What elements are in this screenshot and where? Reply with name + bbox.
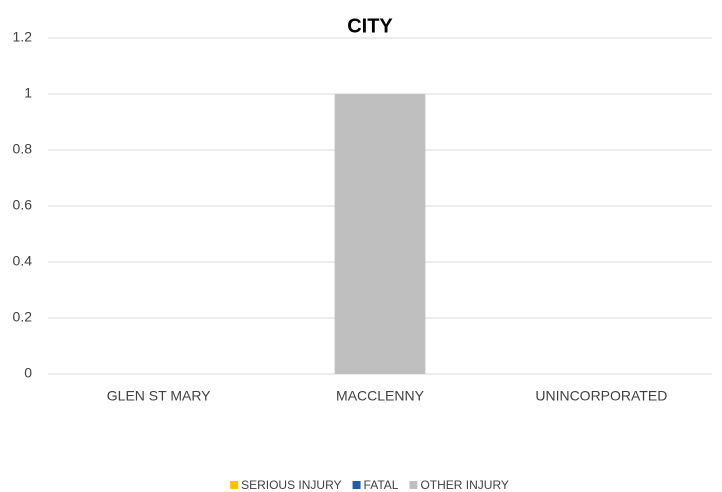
bar — [334, 94, 426, 374]
legend-label: SERIOUS INJURY — [241, 478, 341, 492]
legend-label: OTHER INJURY — [420, 478, 508, 492]
legend-swatch — [230, 481, 239, 489]
legend-swatch — [409, 481, 418, 489]
y-tick-label: 0.6 — [13, 197, 33, 213]
legend-swatch — [352, 481, 361, 489]
legend-label: FATAL — [364, 478, 399, 492]
y-tick-label: 0.2 — [13, 309, 33, 325]
y-tick-label: 0.4 — [13, 253, 33, 269]
x-tick-label: GLEN ST MARY — [107, 388, 211, 404]
x-tick-label: UNINCORPORATED — [535, 388, 667, 404]
chart-title: CITY — [347, 15, 393, 37]
y-tick-label: 1.2 — [13, 29, 33, 45]
y-tick-label: 0.8 — [13, 141, 33, 157]
y-tick-label: 1 — [24, 85, 32, 101]
x-tick-label: MACCLENNY — [336, 388, 425, 404]
y-tick-label: 0 — [24, 365, 32, 381]
